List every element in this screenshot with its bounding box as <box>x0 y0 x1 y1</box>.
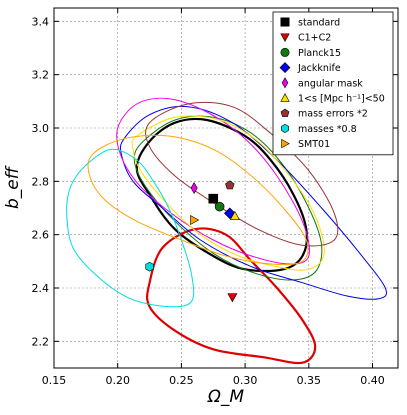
contour <box>119 105 388 300</box>
contour <box>146 227 317 365</box>
contour <box>116 97 310 265</box>
legend-label: mass errors *2 <box>298 109 368 120</box>
contour <box>131 115 325 271</box>
y-tick-label: 2.2 <box>32 335 50 348</box>
y-axis-label: b_eff <box>3 165 23 209</box>
x-tick-label: 0.40 <box>360 374 385 387</box>
y-tick-label: 2.4 <box>32 282 50 295</box>
legend-marker <box>280 47 290 57</box>
axis-ticks: 0.15 0.20 0.25 0.30 0.35 0.40 2.2 2.4 2.6 2.8 3.0 3… <box>32 8 398 387</box>
best-fit-marker <box>145 261 154 272</box>
contours <box>66 97 388 365</box>
best-fit-marker <box>229 210 240 220</box>
contour <box>145 101 339 247</box>
legend-label: angular mask <box>298 78 363 89</box>
legend-label: Jackknife <box>297 63 341 74</box>
legend-label: 1<s [Mpc h⁻¹]<50 <box>298 94 385 105</box>
best-fit-marker <box>208 193 219 204</box>
x-tick-label: 0.20 <box>105 374 130 387</box>
legend-label: standard <box>298 18 340 29</box>
y-tick-label: 2.8 <box>32 175 50 188</box>
best-fit-points <box>145 180 240 303</box>
y-tick-label: 3.2 <box>32 69 50 82</box>
y-tick-label: 3.4 <box>32 15 50 28</box>
legend-marker <box>281 123 289 133</box>
legend-marker <box>280 17 290 27</box>
best-fit-marker <box>190 182 198 194</box>
contour <box>133 115 323 281</box>
x-tick-label: 0.15 <box>42 374 67 387</box>
legend-label: masses *0.8 <box>298 124 357 135</box>
best-fit-marker <box>214 201 225 212</box>
x-tick-label: 0.30 <box>233 374 258 387</box>
legend-marker <box>280 93 290 102</box>
legend-marker <box>280 108 290 117</box>
y-tick-label: 3.0 <box>32 122 50 135</box>
y-tick-label: 2.6 <box>32 229 50 242</box>
legend-marker <box>279 62 291 74</box>
x-axis-label: Ω_M <box>207 387 244 407</box>
legend-box <box>272 11 394 156</box>
plot-frame <box>53 7 399 369</box>
contour <box>135 117 308 273</box>
legend-label: Planck15 <box>298 48 341 59</box>
legend: standard C1+C2 Planck15 Jackknife angular ma… <box>272 11 394 156</box>
legend-marker <box>281 138 290 149</box>
x-tick-label: 0.25 <box>169 374 194 387</box>
best-fit-marker <box>227 293 238 303</box>
legend-marker <box>280 33 290 43</box>
contour <box>87 134 309 266</box>
contour <box>66 148 195 308</box>
legend-marker <box>281 77 289 89</box>
best-fit-marker <box>190 214 200 226</box>
x-tick-label: 0.35 <box>297 374 322 387</box>
legend-label: SMT01 <box>298 139 330 150</box>
best-fit-marker <box>225 180 235 190</box>
legend-label: C1+C2 <box>298 33 331 44</box>
